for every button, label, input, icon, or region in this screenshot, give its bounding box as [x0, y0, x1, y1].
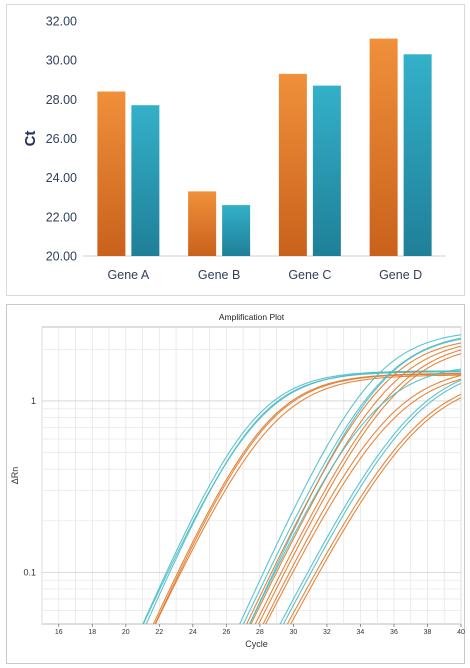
amp-curve-13: [258, 353, 461, 624]
amp-curve-6: [154, 374, 461, 624]
amp-xtick-label: 24: [189, 629, 197, 636]
amp-curve-17: [279, 379, 461, 624]
bar-category-label: Gene D: [379, 268, 422, 282]
bar-gene-b-series-1: [188, 191, 217, 256]
amp-xtick-label: 36: [390, 629, 398, 636]
bar-gene-a-series-1: [97, 91, 126, 256]
bar-gene-c-series-1: [278, 73, 307, 256]
bar-gene-b-series-2: [222, 205, 251, 256]
bar-category-label: Gene A: [108, 268, 150, 282]
amp-ylabel: ΔRn: [10, 467, 20, 485]
amp-xlabel: Cycle: [245, 639, 268, 649]
amp-plot-area: [41, 326, 462, 625]
amplification-plot: Amplification Plot 16 18 20 22 24 26 28 30 32 34 36…: [10, 312, 465, 649]
bar-chart: 20.00 22.00 24.00 26.00 28.00 30.00 32.00 Ct Gen…: [22, 15, 446, 282]
amp-curve-2: [142, 370, 461, 624]
amp-xtick-label: 40: [457, 629, 465, 636]
bar-gene-d-series-2: [403, 54, 432, 256]
amp-xtick-label: 18: [88, 629, 96, 636]
amp-curve-10: [246, 342, 461, 624]
bar-category-label: Gene B: [198, 268, 240, 282]
amp-ytick-label: 0.1: [23, 567, 36, 577]
bar-ytick-label: 22.00: [46, 210, 77, 224]
bar-ytick-label: 28.00: [46, 93, 77, 107]
amp-ytick-label: 1: [31, 396, 36, 406]
amp-xtick-label: 32: [323, 629, 331, 636]
amp-xtick-label: 22: [155, 629, 163, 636]
bar-ytick-label: 24.00: [46, 171, 77, 185]
amp-curve-18: [282, 382, 461, 624]
bar-ytick-label: 32.00: [46, 15, 77, 29]
amp-xtick-label: 20: [122, 629, 130, 636]
amp-curves: [142, 334, 461, 624]
amp-xtick-label: 16: [55, 629, 63, 636]
amp-curve-5: [154, 373, 461, 624]
amp-curve-7: [239, 334, 461, 624]
amp-xtick-label: 26: [222, 629, 230, 636]
amp-curve-19: [286, 393, 461, 624]
bar-ytick-label: 26.00: [46, 132, 77, 146]
amp-curve-12: [254, 349, 461, 624]
bar-gene-a-series-2: [131, 105, 160, 256]
amp-xtick-label: 34: [357, 629, 365, 636]
bar-gene-c-series-2: [312, 85, 341, 256]
bar-ylabel: Ct: [22, 131, 39, 147]
amp-curve-15: [262, 374, 461, 624]
amp-curve-14: [248, 368, 461, 624]
bar-ytick-label: 20.00: [46, 250, 77, 264]
amp-xtick-label: 30: [290, 629, 298, 636]
amp-curve-8: [242, 337, 461, 624]
amp-curve-4: [152, 372, 461, 624]
bar-category-label: Gene C: [288, 268, 331, 282]
amp-curve-9: [249, 338, 461, 624]
amp-curve-20: [290, 397, 461, 624]
amp-curve-11: [250, 345, 461, 624]
bar-gene-d-series-1: [369, 38, 398, 256]
amp-xtick-label: 28: [256, 629, 264, 636]
amp-title: Amplification Plot: [219, 312, 285, 322]
bar-ytick-label: 30.00: [46, 54, 77, 68]
amp-xtick-label: 38: [424, 629, 432, 636]
amp-curve-16: [265, 378, 461, 624]
